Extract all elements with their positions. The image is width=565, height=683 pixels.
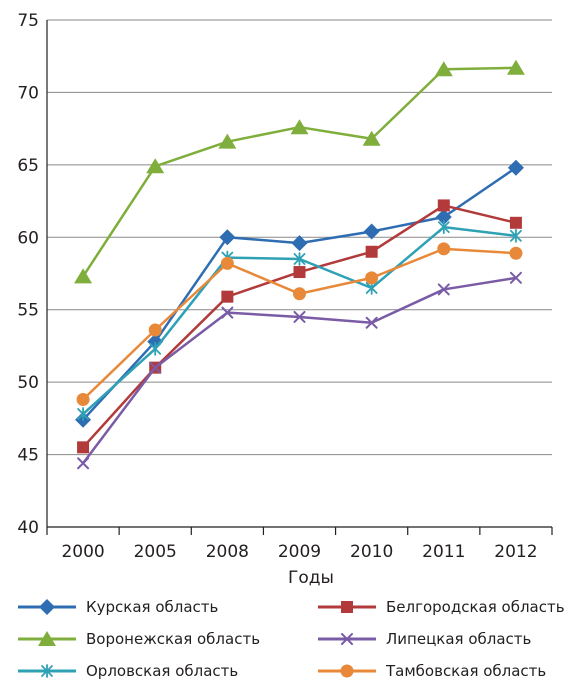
legend-label: Курская область	[86, 598, 218, 616]
y-tick-label: 60	[17, 228, 39, 248]
data-point	[74, 268, 93, 284]
series-line	[82, 276, 517, 465]
data-point	[218, 133, 237, 149]
data-point	[77, 441, 90, 454]
data-point	[506, 59, 525, 75]
x-tick-label: 2010	[350, 542, 393, 562]
axes	[46, 20, 553, 535]
y-tick-label: 55	[17, 301, 39, 321]
data-point	[365, 245, 378, 258]
data-point	[509, 216, 522, 229]
legend: Курская область Белгородская область Ворон…	[18, 598, 565, 680]
legend-item: Воронежская область	[18, 630, 260, 648]
series-4	[77, 271, 522, 470]
data-point	[509, 246, 523, 260]
data-point	[437, 283, 450, 296]
x-tick-label: 2009	[278, 542, 321, 562]
data-point	[434, 61, 453, 77]
data-point	[509, 271, 522, 284]
legend-label: Липецкая область	[386, 630, 531, 648]
legend-item: Липецкая область	[318, 630, 531, 648]
data-point	[221, 306, 234, 319]
x-axis-title: Годы	[288, 568, 334, 588]
legend-marker	[41, 664, 53, 678]
y-tick-label: 70	[17, 83, 39, 103]
legend-item: Белгородская область	[318, 598, 565, 616]
data-point	[507, 159, 524, 176]
legend-marker	[341, 633, 353, 645]
series-6	[76, 242, 523, 407]
legend-label: Воронежская область	[86, 630, 260, 648]
y-tick-label: 65	[17, 156, 39, 176]
data-point	[293, 310, 306, 323]
data-point	[221, 290, 234, 303]
data-point	[149, 341, 162, 356]
data-point	[362, 130, 381, 146]
x-tick-label: 2000	[61, 542, 104, 562]
data-point	[365, 316, 378, 329]
data-point	[435, 209, 452, 226]
legend-marker	[38, 631, 56, 646]
series-3	[74, 59, 525, 284]
data-point	[437, 199, 450, 212]
legend-label: Тамбовская область	[385, 662, 546, 680]
data-point	[148, 323, 162, 337]
x-tick-label: 2005	[134, 542, 177, 562]
data-point	[437, 242, 451, 256]
x-tick-label: 2011	[422, 542, 465, 562]
data-point	[293, 252, 306, 266]
data-point	[293, 266, 306, 279]
x-tick-label: 2008	[206, 542, 249, 562]
legend-label: Орловская область	[86, 662, 238, 680]
data-point	[220, 256, 234, 270]
y-tick-label: 50	[17, 373, 39, 393]
data-point	[293, 287, 306, 301]
legend-marker	[340, 664, 354, 678]
gridlines	[47, 19, 552, 456]
data-point	[77, 457, 90, 470]
legend-item: Курская область	[18, 598, 218, 616]
x-tick-label: 2012	[494, 542, 537, 562]
data-point	[76, 393, 90, 407]
y-tick-label: 45	[17, 446, 39, 466]
tick-labels: 40 45 50 55 60 65 70 75 2000 2005 2008 2009 2010 2011…	[17, 11, 537, 562]
data-point	[365, 271, 379, 285]
data-point	[219, 229, 236, 246]
data-point	[291, 235, 308, 252]
y-tick-label: 75	[17, 11, 39, 31]
data-point	[290, 119, 309, 135]
series-lines	[74, 59, 525, 470]
legend-marker	[39, 599, 55, 615]
legend-item: Тамбовская область	[318, 662, 546, 680]
data-point	[146, 158, 165, 174]
legend-marker	[341, 601, 353, 613]
data-point	[149, 361, 162, 374]
data-point	[437, 220, 450, 235]
series-5	[77, 220, 522, 421]
data-point	[510, 228, 522, 243]
legend-item: Орловская область	[18, 662, 238, 680]
y-tick-label: 40	[17, 518, 39, 538]
data-point	[77, 407, 89, 421]
data-point	[363, 223, 380, 240]
legend-label: Белгородская область	[386, 598, 565, 616]
